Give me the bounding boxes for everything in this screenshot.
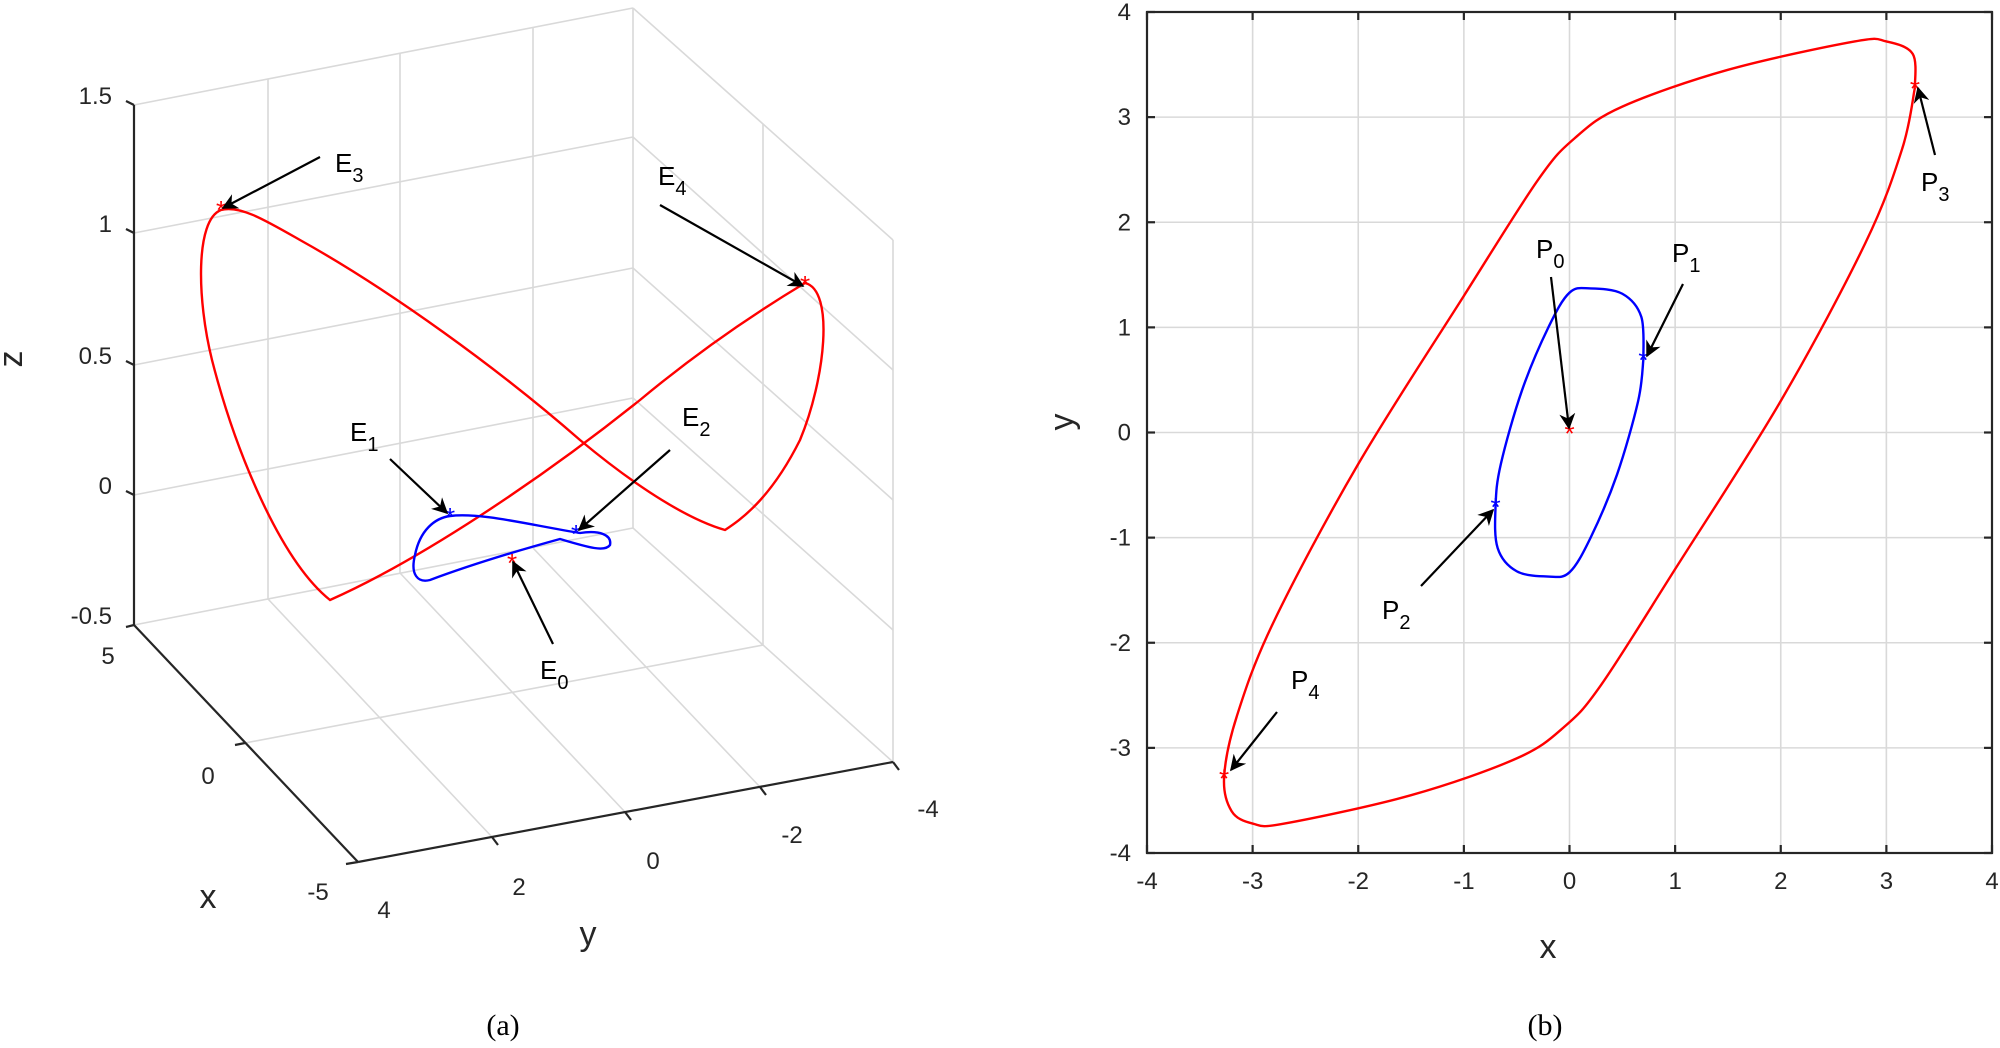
caption-b: (b) (1528, 1009, 1563, 1042)
e4-marker: * (800, 270, 810, 300)
y-tick-label: -2 (781, 822, 802, 849)
y-tick-label: 2 (512, 874, 525, 901)
panel-b-grid (1147, 12, 1992, 853)
y-tick-label: 4 (377, 897, 390, 924)
panel-a-grid (133, 7, 894, 838)
y-axis-label: y (580, 915, 597, 953)
red-orbit-3d (199, 207, 825, 602)
p3-label: P3 (1921, 167, 1949, 206)
e1-marker: * (445, 502, 455, 532)
p1-arrow (1646, 283, 1684, 358)
red-orbit-2d (1222, 37, 1917, 828)
panel-b-tick-labels: -4 -3 -2 -1 0 1 2 3 4 4 3 2 1 0 -1 -2 -3 -4 (1110, 0, 1999, 895)
blue-orbit-3d (412, 514, 612, 582)
e2-arrow (577, 449, 671, 532)
x-tick-label: -2 (1348, 868, 1369, 895)
blue-orbit-2d (1493, 286, 1645, 579)
x-tick-label: 4 (1985, 868, 1998, 895)
e1-label: E1 (350, 417, 378, 456)
p2-arrow (1420, 508, 1495, 587)
panel-b-annotations: P0 P1 P2 P3 P4 (1291, 167, 1949, 704)
x-tick-label: 0 (1563, 868, 1576, 895)
p3-arrow (1913, 86, 1937, 156)
z-tick-label: 1.5 (79, 83, 112, 110)
z-tick-label: 1 (99, 211, 112, 238)
x-axis-label: x (200, 878, 217, 916)
y-tick-label: -1 (1110, 525, 1131, 552)
e3-marker: * (216, 195, 226, 225)
caption-a: (a) (486, 1009, 519, 1042)
p4-arrow (1230, 711, 1278, 772)
panel-a-axes (125, 100, 900, 866)
x-tick-label: -1 (1453, 868, 1474, 895)
p4-label: P4 (1291, 665, 1319, 704)
x-axis-label: x (1540, 928, 1557, 966)
p2-marker: * (1491, 492, 1501, 522)
y-tick-label: -2 (1110, 630, 1131, 657)
e1-arrow (389, 458, 449, 515)
p4-marker: * (1219, 763, 1229, 793)
e2-label: E2 (682, 402, 710, 441)
p0-label: P0 (1536, 234, 1564, 273)
y-tick-label: 0 (646, 848, 659, 875)
y-tick-label: 4 (1118, 0, 1131, 26)
y-tick-label: -3 (1110, 735, 1131, 762)
panel-b-arrows (1230, 86, 1937, 772)
e4-label: E4 (658, 161, 686, 200)
p1-marker: * (1638, 345, 1648, 375)
panel-a-markers: * * * * * (216, 195, 810, 578)
e0-marker: * (507, 548, 517, 578)
x-tick-label: 2 (1774, 868, 1787, 895)
x-tick-label: 5 (101, 643, 114, 670)
e3-arrow (221, 156, 321, 209)
y-tick-label: 1 (1118, 314, 1131, 341)
p2-label: P2 (1382, 595, 1410, 634)
panel-b-ticks (1145, 10, 1994, 855)
z-tick-label: 0.5 (79, 343, 112, 370)
x-tick-label: -4 (1136, 868, 1157, 895)
e4-arrow (659, 204, 805, 287)
x-tick-label: -3 (1242, 868, 1263, 895)
p0-marker: * (1564, 419, 1574, 449)
x-tick-label: 3 (1880, 868, 1893, 895)
p0-arrow (1549, 276, 1576, 430)
panel-a-arrows (221, 156, 805, 645)
x-axis-line (133, 624, 359, 863)
panel-a-3d-plot: 1.5 1 0.5 0 -0.5 5 0 -5 4 2 0 -2 -4 z x … (0, 7, 939, 1042)
z-axis-label: z (0, 351, 30, 368)
e0-label: E0 (540, 655, 568, 694)
e2-marker: * (571, 519, 581, 549)
y-axis-label: y (1043, 414, 1081, 431)
panel-a-annotations: E3 E4 E1 E2 E0 (335, 148, 710, 694)
e3-label: E3 (335, 148, 363, 187)
y-tick-label: -4 (1110, 840, 1131, 867)
y-tick-label: 0 (1118, 420, 1131, 447)
z-tick-label: 0 (99, 473, 112, 500)
x-tick-label: 0 (201, 763, 214, 790)
y-tick-label: 3 (1118, 104, 1131, 131)
x-tick-label: 1 (1668, 868, 1681, 895)
y-tick-label: 2 (1118, 209, 1131, 236)
p1-label: P1 (1672, 238, 1700, 277)
y-tick-label: -4 (917, 796, 938, 823)
x-tick-label: -5 (307, 879, 328, 906)
panel-a-tick-labels: 1.5 1 0.5 0 -0.5 5 0 -5 4 2 0 -2 -4 (71, 83, 939, 924)
z-tick-label: -0.5 (71, 603, 112, 630)
e0-arrow (512, 560, 554, 645)
